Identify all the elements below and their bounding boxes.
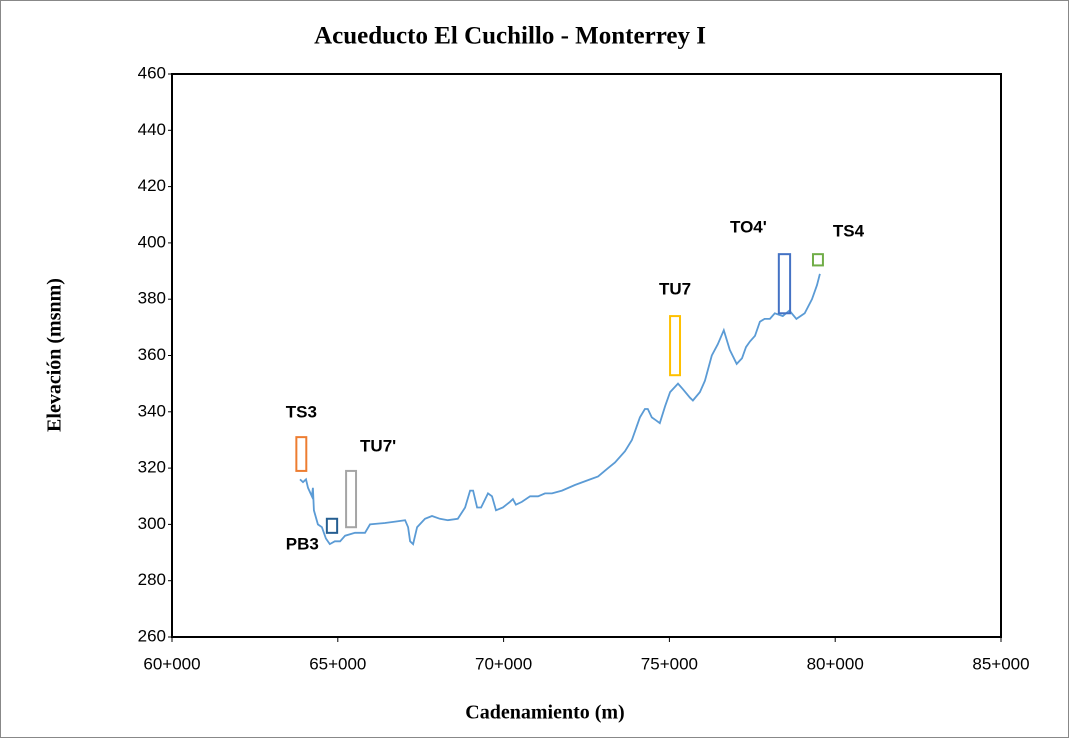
annotation-box: [777, 253, 792, 315]
annotation-label: TU7: [659, 280, 691, 299]
annotation-box: [345, 469, 358, 529]
x-axis-label: Cadenamiento (m): [465, 702, 624, 724]
y-tick-label: 320: [138, 458, 166, 477]
annotation-box: [811, 253, 824, 267]
y-tick-label: 260: [138, 626, 166, 645]
annotation-box: [325, 517, 339, 534]
y-axis-label: Elevación (msnm): [44, 278, 66, 432]
y-tick-label: 340: [138, 401, 166, 420]
annotation-label: TU7': [360, 436, 396, 455]
y-tick-label: 280: [138, 570, 166, 589]
line: [299, 273, 821, 546]
y-tick-label: 400: [138, 232, 166, 251]
x-tick-label: 70+000: [475, 654, 532, 673]
y-tick-label: 460: [138, 63, 166, 82]
annotation-box: [295, 436, 308, 472]
y-tick-label: 440: [138, 120, 166, 139]
y-tick-label: 420: [138, 176, 166, 195]
x-tick-label: 80+000: [807, 654, 864, 673]
annotation-label: TO4': [730, 218, 767, 237]
chart-title: Acueducto El Cuchillo - Monterrey I: [314, 23, 706, 50]
annotation-label: TS4: [833, 222, 865, 241]
y-tick-label: 380: [138, 289, 166, 308]
x-tick-label: 85+000: [972, 654, 1029, 673]
x-tick-label: 60+000: [143, 654, 200, 673]
annotation-label: PB3: [286, 534, 319, 553]
y-tick-label: 360: [138, 345, 166, 364]
x-tick-label: 75+000: [641, 654, 698, 673]
x-tick-label: 65+000: [309, 654, 366, 673]
plot-area: [171, 73, 1002, 638]
y-tick-label: 300: [138, 514, 166, 533]
annotation-label: TS3: [286, 403, 317, 422]
annotation-box: [669, 315, 682, 377]
